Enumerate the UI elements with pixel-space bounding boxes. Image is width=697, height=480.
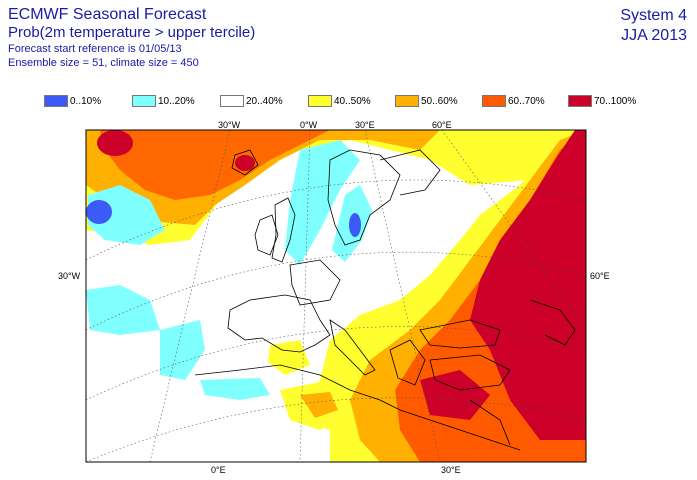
- lon-label-left: 30°W: [58, 271, 81, 281]
- graticule-line: [149, 130, 231, 462]
- coastlines: [194, 149, 576, 451]
- lon-label-bottom: 0°E: [211, 465, 226, 475]
- legend-swatch: [482, 95, 506, 107]
- scandinavia-coast: [327, 149, 401, 246]
- map-field: [86, 130, 586, 462]
- forecast-start-reference: Forecast start reference is 01/05/13: [8, 43, 182, 55]
- france-coast: [289, 259, 341, 306]
- season-label: JJA 2013: [621, 27, 687, 44]
- levant-coast: [469, 399, 511, 446]
- lon-label-top: 30°E: [355, 120, 375, 130]
- region-10-20: [160, 320, 205, 380]
- legend-swatch: [132, 95, 156, 107]
- region-10-20: [200, 378, 270, 400]
- region-0-10: [86, 200, 112, 224]
- legend-swatch: [395, 95, 419, 107]
- italy-coast: [329, 319, 376, 376]
- legend-label: 60..70%: [508, 95, 545, 107]
- legend: 0..10% 10..20% 20..40% 40..50% 50..60% 6…: [44, 94, 684, 108]
- legend-swatch: [568, 95, 592, 107]
- legend-label: 10..20%: [158, 95, 195, 107]
- turkey-coast: [429, 354, 511, 391]
- ensemble-size: Ensemble size = 51, climate size = 450: [8, 57, 199, 69]
- graticule-line: [86, 326, 586, 401]
- region-70-100: [235, 155, 255, 171]
- map-title: ECMWF Seasonal Forecast: [8, 6, 207, 23]
- legend-item: 0..10%: [44, 94, 101, 108]
- region-40-50: [268, 340, 310, 375]
- region-70-100: [470, 130, 586, 440]
- map-subtitle: Prob(2m temperature > upper tercile): [8, 24, 256, 41]
- legend-label: 50..60%: [421, 95, 458, 107]
- region-70-100: [420, 370, 490, 420]
- legend-swatch: [44, 95, 68, 107]
- graticule-line: [441, 130, 586, 331]
- legend-swatch: [308, 95, 332, 107]
- region-60-70: [100, 130, 330, 200]
- region-70-100: [97, 130, 133, 156]
- legend-label: 70..100%: [594, 95, 637, 107]
- header-right: System 4 JJA 2013: [620, 6, 687, 46]
- legend-item: 10..20%: [132, 94, 195, 108]
- graticule: [86, 130, 586, 462]
- finland-coast: [379, 149, 441, 196]
- legend-swatch: [220, 95, 244, 107]
- north-africa-coast: [194, 364, 521, 451]
- legend-label: 0..10%: [70, 95, 102, 107]
- map-frame: [85, 129, 587, 463]
- legend-label: 40..50%: [334, 95, 371, 107]
- header-left: ECMWF Seasonal Forecast Prob(2m temperat…: [8, 6, 255, 70]
- region-50-60: [300, 392, 338, 418]
- region-0-10: [349, 213, 361, 237]
- system-label: System 4: [620, 7, 687, 24]
- graticule-line: [299, 130, 311, 462]
- iberia-coast: [227, 294, 331, 353]
- region-10-20: [88, 185, 165, 245]
- graticule-line: [364, 130, 441, 462]
- legend-item: 60..70%: [482, 94, 545, 108]
- legend-item: 40..50%: [308, 94, 371, 108]
- legend-item: 20..40%: [220, 94, 283, 108]
- black-sea-coast: [419, 319, 501, 349]
- lon-label-top: 0°W: [300, 120, 318, 130]
- lon-label-bottom: 30°E: [441, 465, 461, 475]
- ireland-uk-coast: [254, 214, 279, 256]
- legend-label: 20..40%: [246, 95, 283, 107]
- lon-label-right: 60°E: [590, 271, 610, 281]
- britain-coast: [271, 197, 296, 263]
- greece-coast: [389, 339, 426, 386]
- region-10-20: [285, 140, 360, 265]
- legend-item: 70..100%: [568, 94, 636, 108]
- lon-label-top: 60°E: [432, 120, 452, 130]
- legend-item: 50..60%: [395, 94, 458, 108]
- lon-label-top: 30°W: [218, 120, 241, 130]
- caspian-coast: [529, 299, 576, 346]
- iceland-coast: [231, 149, 259, 176]
- region-10-20: [86, 285, 160, 335]
